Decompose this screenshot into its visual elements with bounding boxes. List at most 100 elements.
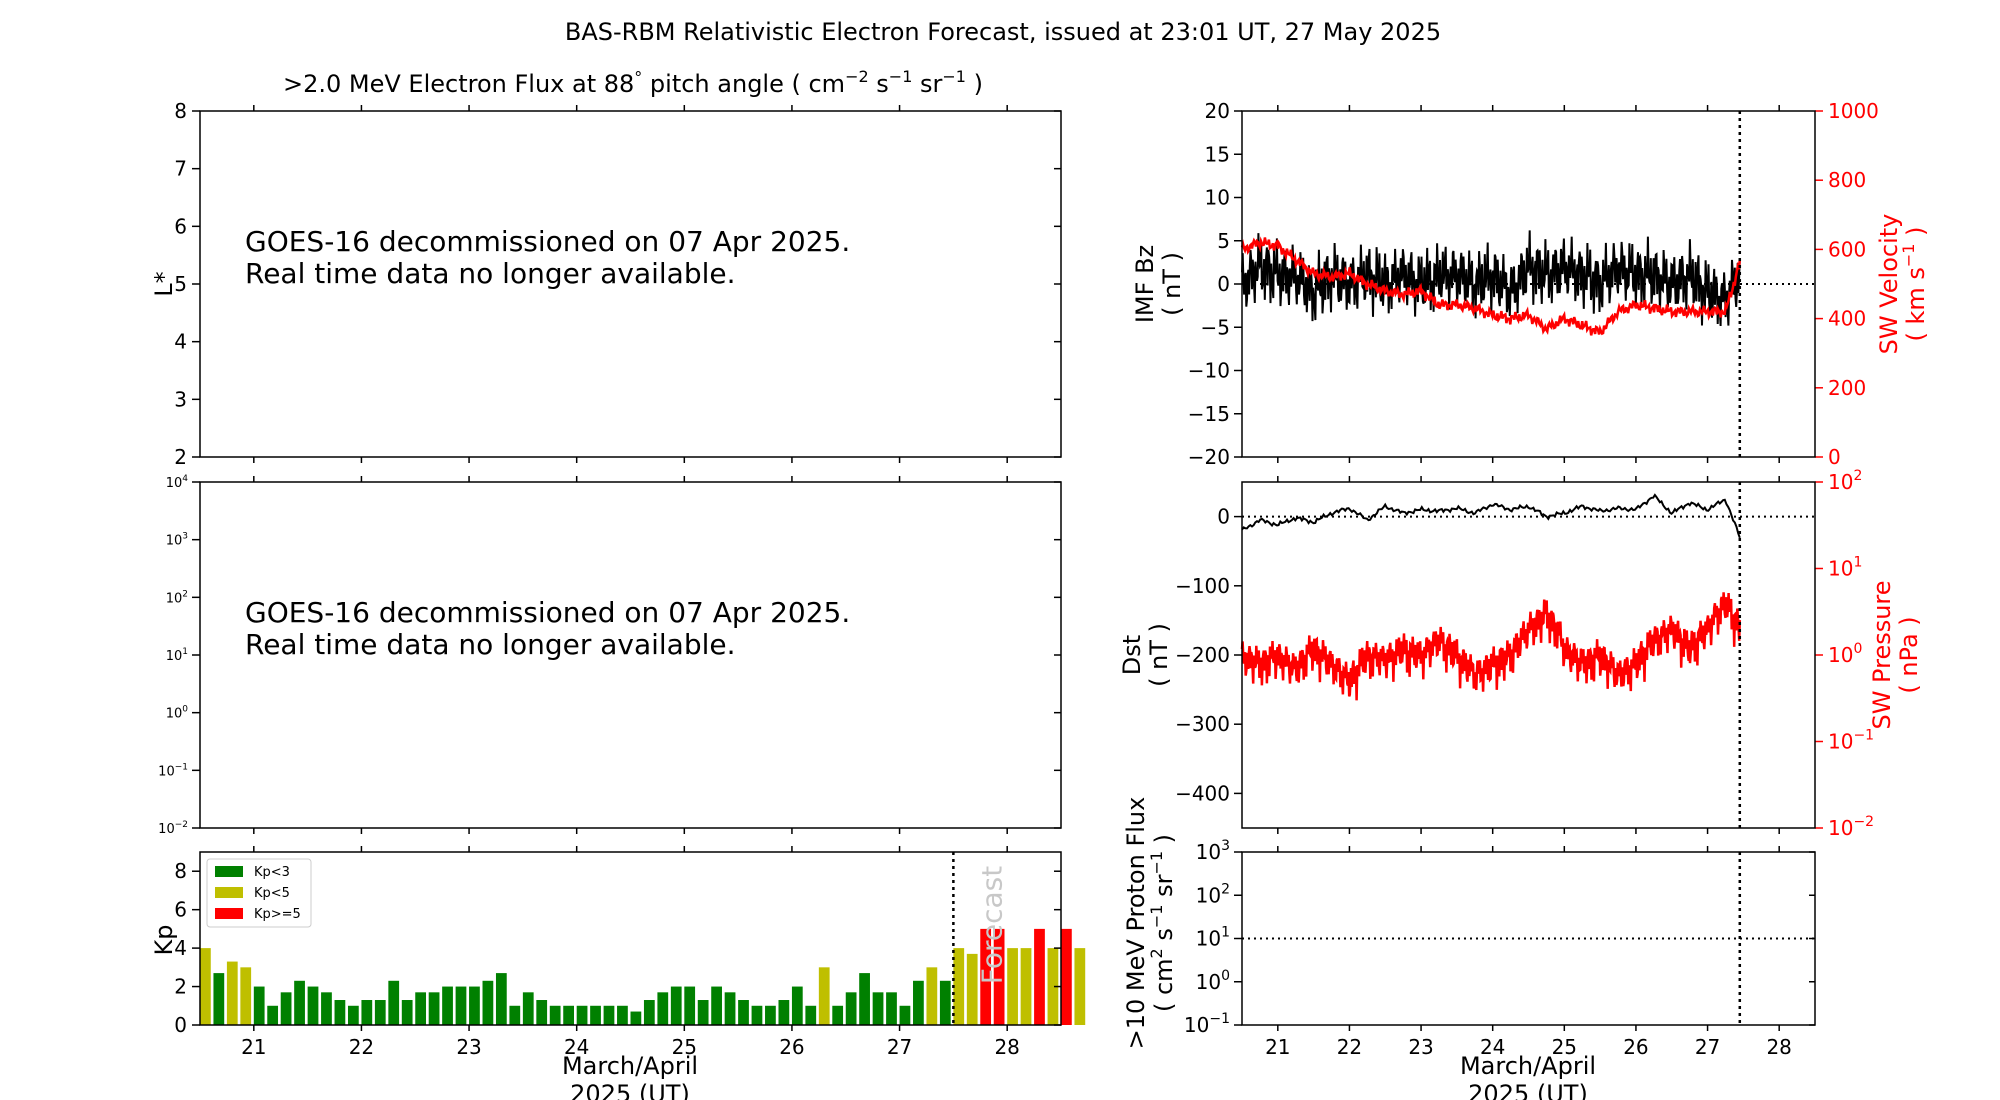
kp-bar <box>939 980 951 1025</box>
kp-xtick-label: 21 <box>241 1035 266 1059</box>
dst-panel: −400 −300 −200 −100 0 10−2 10−1 100 101 102 Dst (… <box>1118 468 1923 840</box>
flux-ytick-label: 10−2 <box>158 820 188 837</box>
kp-legend-swatch-red <box>215 908 243 919</box>
kp-bar <box>361 1000 373 1025</box>
proton-xlabel-line1: March/April <box>1460 1052 1596 1080</box>
kp-bar <box>791 986 803 1025</box>
kp-bar <box>872 992 884 1025</box>
proton-xtick-label: 23 <box>1408 1035 1433 1059</box>
dst-y2tick-label: 100 <box>1828 641 1862 667</box>
kp-bar <box>590 1005 601 1025</box>
dst-ylabel-line1: Dst <box>1118 635 1146 675</box>
proton-ylabel: >10 MeV Proton Flux <box>1122 797 1150 1050</box>
kp-bar <box>778 1000 790 1025</box>
dst-y2label-unit: ( nPa ) <box>1895 616 1923 693</box>
imf-ytick-label: 0 <box>1217 272 1230 296</box>
dst-sw-pressure-series <box>1240 592 1742 701</box>
dst-index-series <box>1241 493 1741 539</box>
flux-title: >2.0 MeV Electron Flux at 88° pitch angl… <box>283 67 983 98</box>
imf-y2tick-label: 200 <box>1828 376 1866 400</box>
lstar-ytick-label: 8 <box>174 99 187 123</box>
kp-legend-swatch-green <box>215 866 243 877</box>
lstar-ytick-label: 3 <box>174 387 187 411</box>
kp-xtick-label: 25 <box>672 1035 697 1059</box>
flux-notice-line1: GOES-16 decommissioned on 07 Apr 2025. <box>245 596 850 629</box>
kp-ytick-label: 0 <box>174 1013 187 1037</box>
kp-bar <box>845 992 857 1025</box>
dst-ytick-label: 0 <box>1217 505 1230 529</box>
dst-y2tick-label: 102 <box>1828 468 1862 494</box>
kp-frame <box>199 851 1062 1026</box>
proton-xlabel-line2: 2025 (UT) <box>1468 1080 1588 1100</box>
kp-bar <box>347 1005 359 1025</box>
kp-bar <box>630 1011 642 1025</box>
kp-bar <box>980 928 992 1025</box>
kp-bar <box>200 948 211 1025</box>
kp-bar <box>859 973 870 1025</box>
flux-ticks: 10−2 10−1 100 101 102 103 104 <box>158 474 1061 837</box>
proton-xtick-label: 28 <box>1766 1035 1791 1059</box>
kp-bar <box>388 980 400 1025</box>
lstar-ytick-label: 2 <box>174 445 187 469</box>
kp-bar <box>818 967 830 1025</box>
kp-bar <box>670 986 682 1025</box>
dst-y2label: SW Pressure <box>1868 580 1896 729</box>
kp-bar <box>307 986 319 1025</box>
kp-bar <box>738 1000 749 1025</box>
kp-bar <box>617 1005 628 1025</box>
kp-bar <box>711 986 722 1025</box>
kp-bar <box>522 992 534 1025</box>
imf-bz-series <box>1241 230 1741 327</box>
kp-bar <box>805 1005 817 1025</box>
kp-xtick-label: 28 <box>994 1035 1019 1059</box>
kp-bar <box>482 980 494 1025</box>
kp-bar <box>226 961 238 1025</box>
kp-bar <box>697 1000 709 1025</box>
kp-bar <box>899 1005 911 1025</box>
proton-ylabel-unit: ( cm2 s−1 sr−1 ) <box>1147 834 1178 1012</box>
imf-ytick-label: −10 <box>1188 359 1230 383</box>
flux-ytick-label: 101 <box>166 647 188 664</box>
dst-ylabel-line2: ( nT ) <box>1145 623 1173 687</box>
lstar-frame <box>199 110 1062 458</box>
lstar-notice-line2: Real time data no longer available. <box>245 257 736 290</box>
flux-ytick-label: 100 <box>166 705 189 722</box>
kp-bar <box>334 1000 346 1025</box>
kp-bar <box>953 948 965 1025</box>
kp-legend-swatch-yellow <box>215 887 243 898</box>
kp-bar <box>428 992 440 1025</box>
dst-ytick-label: −400 <box>1175 781 1230 805</box>
lstar-ytick-label: 6 <box>174 214 187 238</box>
imf-y2tick-label: 0 <box>1828 445 1841 469</box>
dst-frame <box>1241 481 1816 829</box>
kp-bar <box>495 973 507 1025</box>
kp-bar <box>1061 928 1072 1025</box>
imf-frame <box>1241 110 1816 458</box>
lstar-notice-line1: GOES-16 decommissioned on 07 Apr 2025. <box>245 225 850 258</box>
proton-ytick-label: 103 <box>1196 838 1230 864</box>
proton-panel: 10−1 100 101 102 103 21 22 23 24 25 26 27 28 >10 MeV… <box>1122 797 1816 1100</box>
imf-ytick-label: 10 <box>1205 186 1230 210</box>
kp-bar <box>751 1005 763 1025</box>
imf-y2tick-label: 800 <box>1828 168 1866 192</box>
kp-bar <box>1007 948 1018 1025</box>
kp-bar <box>832 1005 844 1025</box>
imf-y2tick-label: 1000 <box>1828 99 1879 123</box>
kp-bar <box>765 1005 776 1025</box>
imf-ytick-label: −5 <box>1201 315 1230 339</box>
kp-bar <box>1020 948 1032 1025</box>
imf-ytick-label: 20 <box>1205 99 1230 123</box>
kp-bar <box>294 980 305 1025</box>
kp-legend-label-yellow: Kp<5 <box>254 886 290 901</box>
kp-bar <box>684 986 696 1025</box>
dst-ticks: −400 −300 −200 −100 0 10−2 10−1 100 101 102 <box>1175 468 1874 840</box>
proton-xtick-label: 21 <box>1265 1035 1290 1059</box>
proton-xtick-label: 27 <box>1695 1035 1720 1059</box>
kp-bar <box>926 967 938 1025</box>
proton-xtick-label: 22 <box>1337 1035 1362 1059</box>
kp-bar <box>267 1005 279 1025</box>
proton-xtick-label: 24 <box>1480 1035 1505 1059</box>
kp-bar <box>1047 948 1059 1025</box>
